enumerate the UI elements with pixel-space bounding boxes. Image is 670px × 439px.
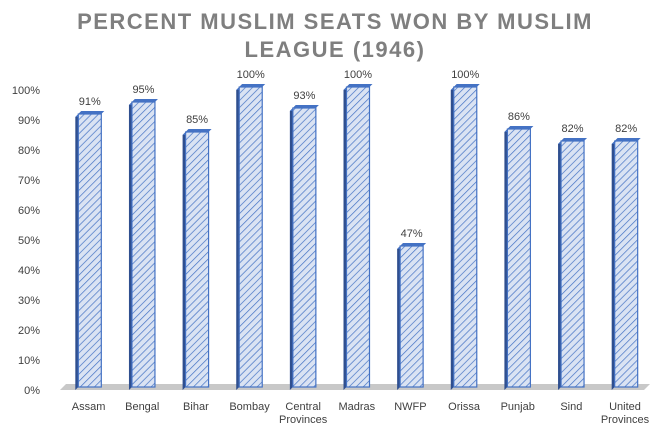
data-label: 93% — [293, 90, 315, 102]
y-tick-label: 30% — [18, 295, 40, 307]
x-tick-label: Madras — [338, 401, 375, 413]
y-tick-label: 100% — [12, 85, 40, 97]
y-tick-label: 70% — [18, 175, 40, 187]
data-label: 85% — [186, 114, 208, 126]
data-label: 47% — [401, 228, 423, 240]
bar-front — [399, 245, 424, 388]
bar — [558, 138, 588, 390]
bar — [128, 99, 158, 390]
data-label: 100% — [237, 69, 265, 81]
x-tick-label: Bengal — [125, 401, 159, 413]
x-tick-label: Orissa — [448, 401, 481, 413]
bar — [343, 84, 373, 390]
chart-title-line-2: LEAGUE (1946) — [245, 37, 426, 62]
y-tick-label: 50% — [18, 235, 40, 247]
data-label: 100% — [451, 69, 479, 81]
bar — [75, 111, 105, 390]
bars-group — [75, 84, 641, 390]
bar-front — [292, 107, 317, 388]
y-tick-label: 0% — [24, 385, 40, 397]
bar-front — [345, 86, 371, 388]
bar-front — [77, 113, 102, 388]
x-tick-label: United — [609, 401, 641, 413]
x-tick-label: Provinces — [601, 414, 650, 426]
bar — [397, 243, 427, 390]
bar — [289, 105, 319, 390]
y-tick-label: 20% — [18, 325, 40, 337]
bar — [611, 138, 641, 390]
y-tick-label: 40% — [18, 265, 40, 277]
data-labels-group: 91% 95% 85% 100% 93% 100% 47% 100% 86% 82% 82% — [79, 69, 638, 240]
y-tick-label: 80% — [18, 145, 40, 157]
x-tick-label: Bihar — [183, 401, 209, 413]
bar-front — [453, 86, 478, 388]
y-axis: 0% 10% 20% 30% 40% 50% 60% 70% 80% 90% 100% — [12, 85, 40, 397]
bar-front — [238, 86, 263, 388]
x-tick-label: Bombay — [229, 401, 270, 413]
bar-front — [614, 140, 639, 388]
data-label: 95% — [132, 84, 154, 96]
data-label: 91% — [79, 96, 101, 108]
data-label: 82% — [615, 123, 637, 135]
y-tick-label: 10% — [18, 355, 40, 367]
bar-front — [506, 128, 532, 388]
y-tick-label: 60% — [18, 205, 40, 217]
bar — [236, 84, 266, 390]
chart-title-line-1: PERCENT MUSLIM SEATS WON BY MUSLIM — [77, 9, 593, 34]
bar — [182, 129, 212, 390]
x-tick-label: Central — [285, 401, 320, 413]
data-label: 86% — [508, 111, 530, 123]
data-label: 82% — [562, 123, 584, 135]
x-tick-label: NWFP — [394, 401, 426, 413]
bar-front — [184, 131, 210, 388]
x-axis: Assam Bengal Bihar Bombay CentralProvincesMa… — [72, 401, 650, 426]
data-label: 100% — [344, 69, 372, 81]
bar-front — [131, 101, 156, 388]
bar — [504, 126, 534, 390]
y-tick-label: 90% — [18, 115, 40, 127]
bar — [450, 84, 480, 390]
x-tick-label: Punjab — [501, 401, 535, 413]
x-tick-label: Assam — [72, 401, 106, 413]
x-tick-label: Sind — [560, 401, 582, 413]
bar-front — [560, 140, 585, 388]
x-tick-label: Provinces — [279, 414, 328, 426]
